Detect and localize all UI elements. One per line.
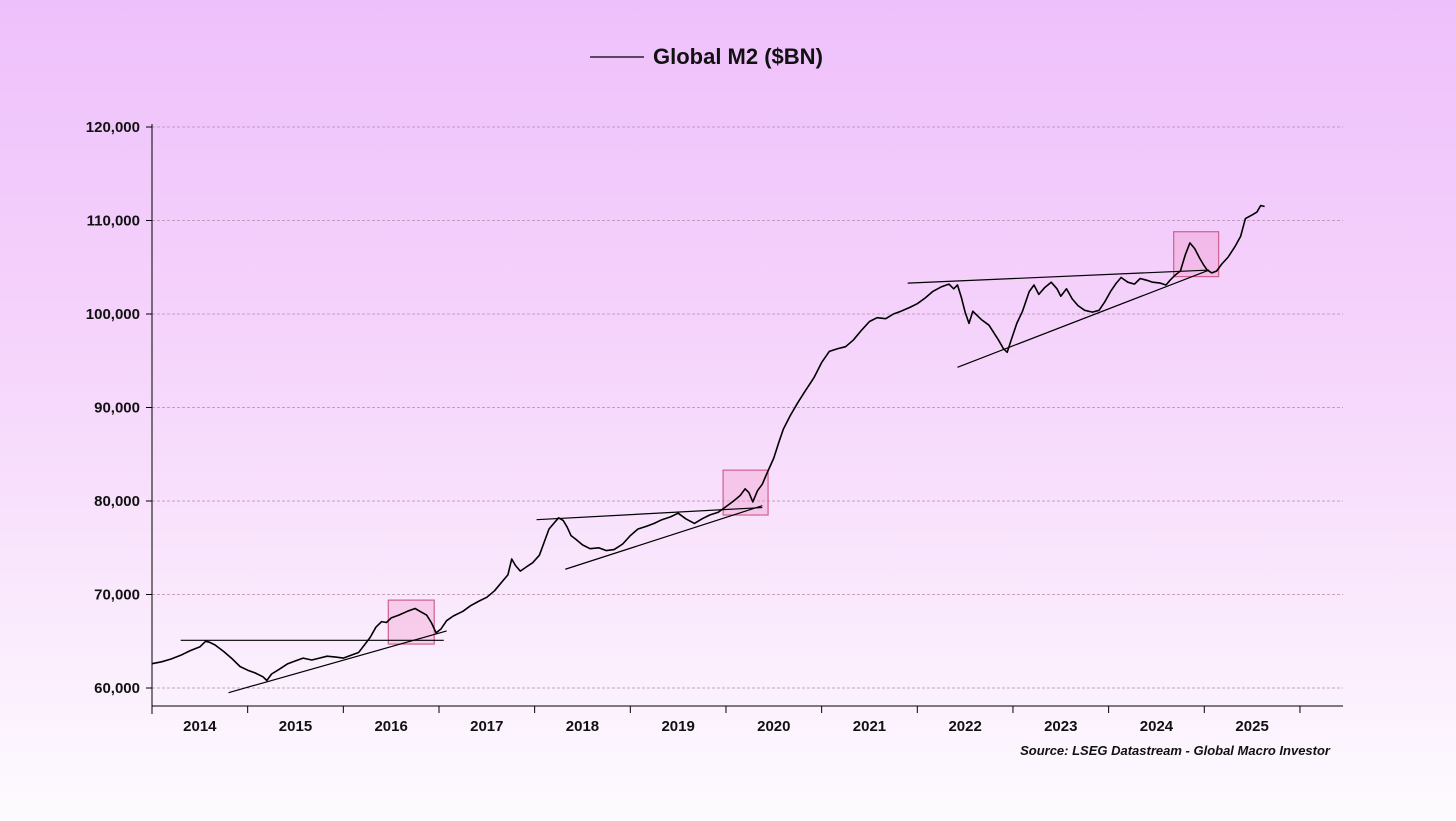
series-line-global-m2 [151, 204, 1265, 682]
axes [151, 124, 1343, 714]
chart-title: Global M2 ($BN) [653, 44, 823, 69]
x-tick-label: 2017 [470, 718, 503, 735]
trendlines [180, 269, 1210, 694]
highlight-boxes [387, 231, 1220, 645]
trendline [228, 630, 447, 694]
trendline [907, 269, 1210, 284]
y-tick-label: 120,000 [86, 119, 140, 136]
trendline [957, 269, 1210, 368]
x-tick-label: 2019 [661, 718, 694, 735]
x-tick-label: 2020 [757, 718, 790, 735]
y-tick-label: 60,000 [94, 680, 140, 697]
x-tick-label: 2021 [853, 718, 886, 735]
x-tick-label: 2015 [279, 718, 312, 735]
x-tick-label: 2024 [1140, 718, 1174, 735]
x-ticks: 2014 2015 2016 2017 2018 2019 2020 2021 2022 2023… [151, 706, 1301, 735]
grid [152, 126, 1343, 689]
y-tick-label: 80,000 [94, 493, 140, 510]
x-tick-label: 2025 [1235, 718, 1268, 735]
y-ticks: 60,000 70,000 80,000 90,000 100,000 110,000 12… [86, 119, 152, 697]
highlight-box [387, 599, 435, 645]
y-tick-label: 100,000 [86, 306, 140, 323]
x-tick-label: 2016 [374, 718, 407, 735]
x-tick-label: 2022 [948, 718, 981, 735]
x-tick-label: 2014 [183, 718, 217, 735]
x-tick-label: 2023 [1044, 718, 1077, 735]
y-tick-label: 110,000 [87, 213, 140, 230]
legend: Global M2 ($BN) [590, 44, 823, 69]
source-note: Source: LSEG Datastream - Global Macro I… [1020, 743, 1331, 758]
x-tick-label: 2018 [566, 718, 599, 735]
y-tick-label: 70,000 [94, 587, 140, 604]
trendline [565, 505, 763, 570]
trendline [536, 506, 763, 521]
y-tick-label: 90,000 [94, 400, 140, 417]
